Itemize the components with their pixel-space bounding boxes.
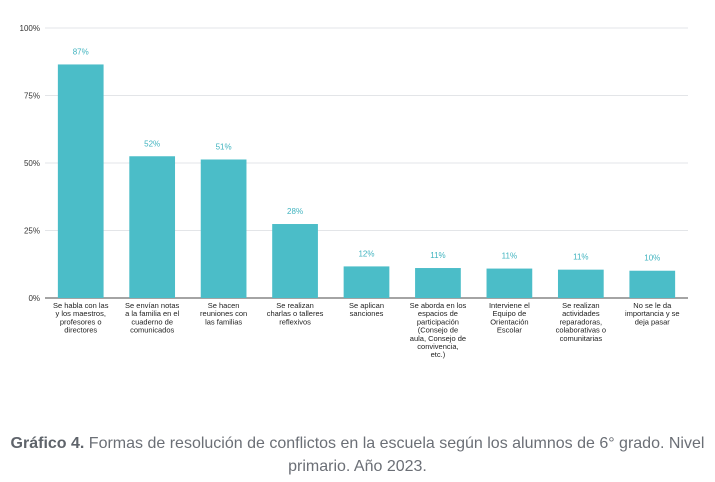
data-label: 11% <box>430 251 445 260</box>
x-tick-label-line: Se aplican <box>349 301 384 310</box>
x-tick-label-line: sanciones <box>350 309 384 318</box>
caption-label: Gráfico 4. <box>10 435 85 452</box>
x-tick-label-line: Equipo de <box>492 309 526 318</box>
bar <box>629 270 676 298</box>
x-tick-label: Se aplican sanciones <box>349 301 384 318</box>
bar-chart: 0% 25% 50% 75% 100% 87% Se habla con las y los … <box>20 24 688 359</box>
x-tick-label-line: No se le da <box>633 301 672 310</box>
x-tick-label-line: Orientación <box>490 317 528 326</box>
x-tick-label-line: Se realizan <box>276 301 314 310</box>
x-tick-label-line: convivencia, <box>417 342 458 351</box>
x-tick-label-line: Se realizan <box>562 301 600 310</box>
y-tick-label: 25% <box>24 227 40 236</box>
x-tick-label-line: reparadoras, <box>560 317 603 326</box>
x-tick-label-line: las familias <box>205 317 242 326</box>
y-tick-label: 100% <box>20 24 40 33</box>
x-tick-label: Se habla con las y los maestros, profesore… <box>53 301 109 335</box>
figure-caption: Gráfico 4. Formas de resolución de confl… <box>0 432 715 478</box>
x-tick-label-line: colaborativas o <box>556 326 606 335</box>
x-tick-label-line: Se aborda en los <box>410 301 467 310</box>
x-tick-label-line: y los maestros, <box>56 309 106 318</box>
bar <box>486 268 533 298</box>
x-tick-label: Se hacen reuniones con las familias <box>200 301 247 326</box>
bar <box>129 156 176 298</box>
x-tick-label-line: actividades <box>562 309 600 318</box>
x-tick-label-line: espacios de <box>418 309 458 318</box>
bar <box>557 269 604 298</box>
x-tick-label-line: Se envían notas <box>125 301 179 310</box>
data-label: 87% <box>73 47 89 56</box>
x-tick-label: Se envían notas a la familia en el cuadern… <box>125 301 180 335</box>
bar <box>200 159 247 298</box>
data-label: 11% <box>502 252 517 261</box>
x-tick-label: Interviene el Equipo de Orientación Escolar <box>489 301 530 335</box>
x-tick-label-line: cuaderno de <box>131 317 173 326</box>
x-tick-label-line: participación <box>417 317 459 326</box>
y-tick-label: 50% <box>24 159 40 168</box>
bar <box>57 64 104 298</box>
data-label: 52% <box>144 139 160 148</box>
x-tick-label: Se realizan charlas o talleres reflexivos <box>267 301 324 326</box>
x-tick-label-line: charlas o talleres <box>267 309 324 318</box>
x-tick-label-line: etc.) <box>431 350 446 359</box>
x-tick-label-line: importancia y se <box>625 309 680 318</box>
x-tick-label: No se le da importancia y se deja pasar <box>625 301 680 326</box>
data-label: 51% <box>216 142 232 151</box>
x-tick-label-line: a la familia en el <box>125 309 180 318</box>
x-tick-label-line: profesores o <box>60 317 102 326</box>
x-tick-label: Se realizan actividades reparadoras, colabo… <box>556 301 606 343</box>
x-tick-label-line: deja pasar <box>635 317 671 326</box>
x-tick-label-line: Escolar <box>497 326 523 335</box>
x-tick-label-line: comunitarias <box>560 334 603 343</box>
x-tick-label-line: aula, Consejo de <box>410 334 466 343</box>
x-tick-label-line: (Consejo de <box>418 326 458 335</box>
x-tick-label-line: comunicados <box>130 326 174 335</box>
y-tick-label: 75% <box>24 92 40 101</box>
data-label: 12% <box>358 249 374 258</box>
bar <box>272 224 318 298</box>
y-tick-label: 0% <box>28 294 40 303</box>
bar <box>415 268 461 298</box>
data-label: 10% <box>644 254 660 263</box>
x-tick-label-line: Se habla con las <box>53 301 109 310</box>
bar <box>343 266 390 298</box>
data-label: 11% <box>573 253 588 262</box>
caption-text: Formas de resolución de conflictos en la… <box>84 435 705 475</box>
x-tick-label-line: Se hacen <box>208 301 240 310</box>
x-tick-label-line: Interviene el <box>489 301 530 310</box>
data-label: 28% <box>287 207 303 216</box>
x-tick-label-line: reuniones con <box>200 309 247 318</box>
x-tick-label-line: directores <box>64 326 97 335</box>
x-tick-label: Se aborda en los espacios de participación… <box>410 301 467 359</box>
x-tick-label-line: reflexivos <box>279 317 311 326</box>
